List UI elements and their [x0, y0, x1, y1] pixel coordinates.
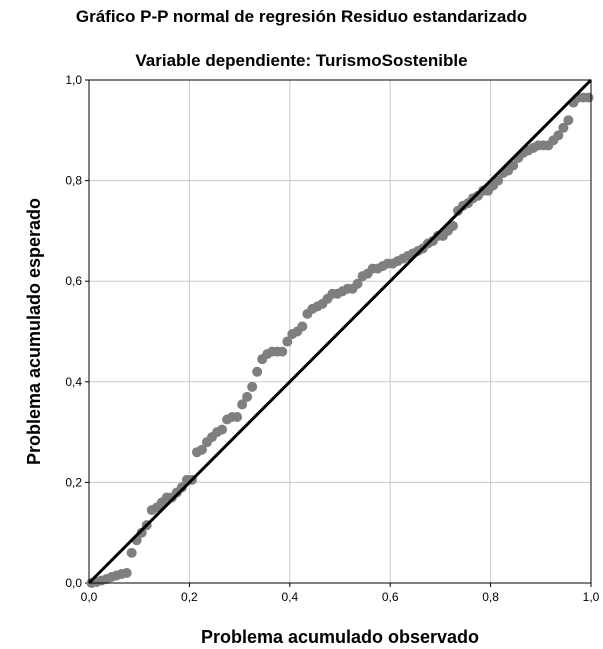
data-point	[196, 444, 207, 455]
plot-frame	[88, 79, 592, 584]
x-tick-label: 0,4	[281, 590, 298, 604]
data-point	[217, 424, 228, 435]
reference-line	[87, 78, 593, 585]
data-point	[553, 130, 564, 141]
y-axis-ticks: 0,0 0,2 0,4 0,6 0,8 1,0	[65, 73, 89, 590]
data-point	[237, 399, 248, 410]
x-tick-label: 0,2	[181, 590, 198, 604]
x-tick-label: 0,6	[382, 590, 399, 604]
data-point	[558, 122, 569, 133]
data-point	[136, 527, 147, 538]
y-tick-label: 0,8	[65, 174, 82, 188]
data-point	[232, 412, 243, 423]
y-tick-label: 0,6	[65, 274, 82, 288]
data-point	[247, 381, 258, 392]
data-point	[297, 321, 308, 332]
chart-title: Gráfico P-P normal de regresión Residuo …	[75, 7, 528, 26]
chart-subtitle: Variable dependiente: TurismoSostenible	[135, 51, 468, 70]
y-tick-label: 0,4	[65, 375, 82, 389]
data-point	[282, 336, 293, 347]
data-point	[583, 92, 594, 103]
grid-lines	[89, 80, 591, 583]
x-axis-title: Problema acumulado observado	[201, 627, 479, 647]
data-point	[242, 391, 253, 402]
data-point	[252, 366, 263, 377]
x-tick-label: 0,0	[81, 590, 98, 604]
x-axis-ticks: 0,0 0,2 0,4 0,6 0,8 1,0	[81, 583, 600, 604]
x-tick-label: 0,8	[482, 590, 499, 604]
data-point	[277, 346, 288, 357]
y-tick-label: 0,2	[65, 475, 82, 489]
x-tick-label: 1,0	[583, 590, 600, 604]
data-point	[447, 220, 458, 231]
data-point	[563, 115, 574, 126]
data-point	[493, 175, 504, 186]
data-point	[508, 160, 519, 171]
data-point	[121, 567, 132, 578]
y-tick-label: 1,0	[65, 73, 82, 87]
data-point	[176, 482, 187, 493]
y-tick-label: 0,0	[65, 576, 82, 590]
data-point	[126, 547, 137, 558]
y-axis-title: Problema acumulado esperado	[24, 198, 44, 465]
data-point	[352, 278, 363, 289]
data-points	[86, 92, 594, 588]
